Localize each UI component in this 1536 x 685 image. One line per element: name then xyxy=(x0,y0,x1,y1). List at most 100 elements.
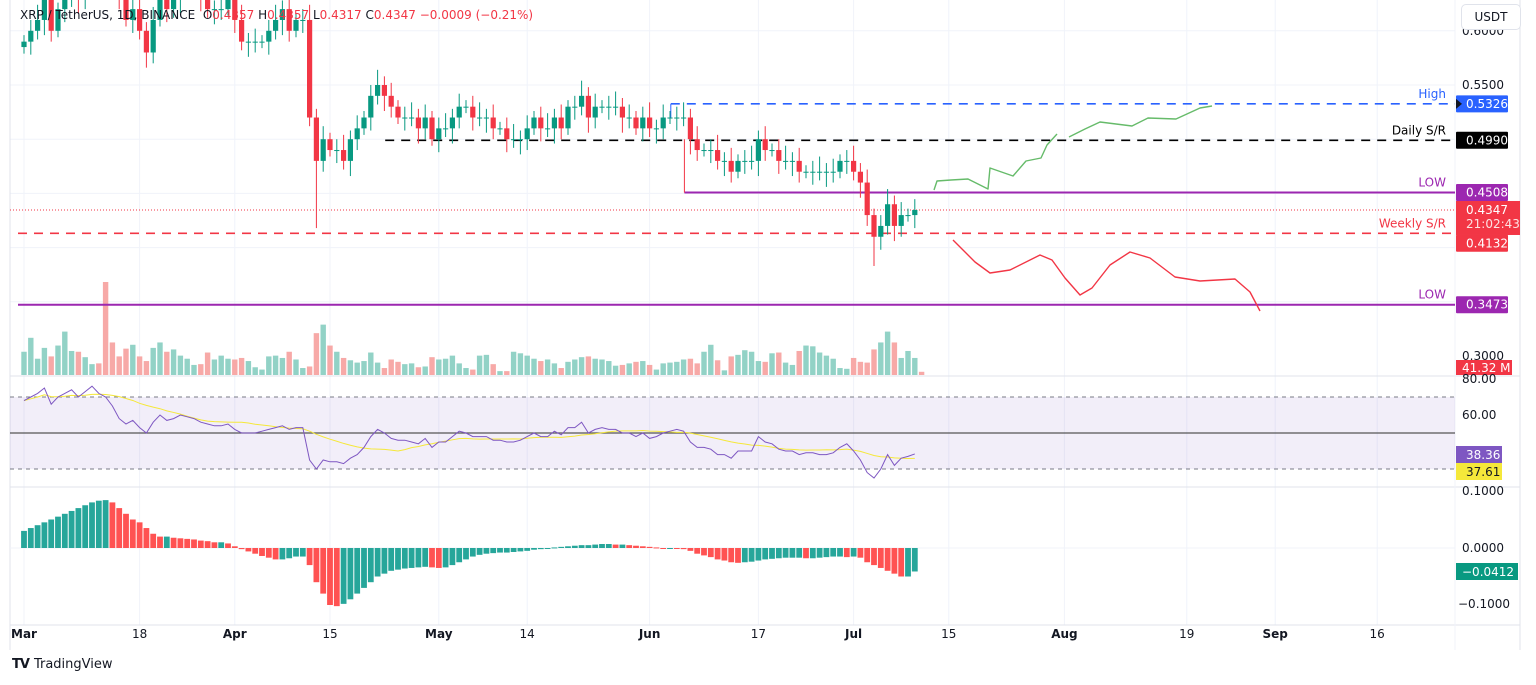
bearish-projection-path[interactable] xyxy=(952,239,1261,312)
macd-histogram-bar xyxy=(537,548,544,550)
macd-histogram-bar xyxy=(898,548,905,577)
tradingview-logo[interactable]: TV TradingView xyxy=(12,657,113,672)
macd-histogram-bar xyxy=(354,548,361,594)
volume-bar xyxy=(102,282,109,375)
candle-body xyxy=(273,19,279,31)
macd-histogram-bar xyxy=(367,548,374,583)
candle-body xyxy=(626,117,632,119)
volume-bar xyxy=(245,361,252,375)
bullish-projection-path[interactable] xyxy=(933,133,1058,191)
candle-body xyxy=(225,0,231,10)
candle-body xyxy=(885,204,891,226)
candle-body xyxy=(218,9,224,11)
daily-sr-price-tag: 0.4990 xyxy=(1466,133,1508,147)
volume-bar xyxy=(177,355,184,375)
volume-bar xyxy=(306,366,313,375)
candle-body xyxy=(681,117,687,119)
volume-bar xyxy=(504,371,510,375)
volume-tag-bg xyxy=(1456,360,1512,375)
macd-histogram-bar xyxy=(204,541,211,548)
candle-body xyxy=(789,160,795,162)
candle-body xyxy=(28,30,34,42)
candle-body xyxy=(259,41,265,43)
macd-histogram-bar xyxy=(163,536,170,548)
candle-body xyxy=(470,106,476,118)
macd-histogram-bar xyxy=(55,516,61,548)
macd-histogram-bar xyxy=(714,548,721,560)
candle-body xyxy=(606,106,612,108)
bullish-projection-path[interactable] xyxy=(1068,105,1213,138)
macd-histogram-bar xyxy=(150,533,157,548)
rsi-tick-label: 80.00 xyxy=(1462,372,1496,386)
macd-histogram-bar xyxy=(306,548,313,566)
volume-bar xyxy=(68,350,75,375)
macd-histogram-bar xyxy=(796,548,803,558)
candle-body xyxy=(157,0,163,20)
volume-bar xyxy=(89,364,95,375)
volume-bar xyxy=(585,356,592,375)
time-axis-label: 18 xyxy=(132,627,147,641)
candle-body xyxy=(443,128,449,130)
macd-histogram-bar xyxy=(884,548,891,571)
candle-body xyxy=(320,139,326,161)
macd-histogram-bar xyxy=(286,548,293,559)
candle-body xyxy=(307,19,313,118)
currency-button[interactable]: USDT xyxy=(1461,4,1521,30)
macd-histogram-bar xyxy=(877,548,884,568)
macd-histogram-bar xyxy=(279,548,286,560)
macd-histogram-bar xyxy=(735,548,741,563)
time-axis-label: Mar xyxy=(11,627,37,641)
candle-body xyxy=(721,160,727,162)
macd-histogram-bar xyxy=(707,548,714,558)
macd-histogram-bar xyxy=(197,540,204,548)
candle-body xyxy=(579,95,585,107)
candle-body xyxy=(817,171,823,173)
volume-bar xyxy=(266,356,272,375)
volume-bar xyxy=(136,356,143,375)
volume-bar xyxy=(667,362,673,375)
volume-bar xyxy=(55,345,61,375)
macd-histogram-bar xyxy=(299,548,306,557)
macd-histogram-bar xyxy=(592,544,599,548)
macd-histogram-bar xyxy=(333,548,340,607)
volume-bar xyxy=(810,346,816,375)
candle-body xyxy=(715,150,721,161)
candle-body xyxy=(837,160,843,172)
volume-bar xyxy=(531,358,537,375)
daily-sr-price-tag-bg xyxy=(1456,131,1508,149)
macd-histogram-bar xyxy=(789,548,796,558)
macd-value-label: −0.0412 xyxy=(1462,565,1514,579)
candle-body xyxy=(48,0,54,31)
candle-body xyxy=(511,139,517,141)
candle-body xyxy=(341,150,347,161)
volume-bar xyxy=(748,351,755,375)
macd-histogram-bar xyxy=(265,548,272,558)
volume-bar xyxy=(640,361,646,375)
macd-histogram-bar xyxy=(27,528,34,548)
volume-bar xyxy=(912,357,918,375)
macd-histogram-bar xyxy=(544,548,551,549)
macd-histogram-bar xyxy=(701,548,707,556)
volume-bar xyxy=(476,355,483,375)
volume-bar xyxy=(75,351,82,375)
volume-bar xyxy=(48,356,54,375)
volume-bar xyxy=(470,369,476,375)
volume-bar xyxy=(191,364,197,375)
candle-body xyxy=(463,106,469,108)
volume-bar xyxy=(592,358,598,375)
volume-bar xyxy=(82,357,88,375)
macd-histogram-bar xyxy=(347,548,354,600)
time-axis-label: 16 xyxy=(1370,627,1385,641)
volume-bar xyxy=(259,369,265,375)
volume-bar xyxy=(198,364,204,375)
volume-bar xyxy=(816,352,823,375)
candle-body xyxy=(687,117,693,140)
volume-bar xyxy=(96,363,102,375)
candle-body xyxy=(266,30,272,42)
macd-histogram-bar xyxy=(259,548,265,556)
candle-body xyxy=(538,117,544,129)
candle-body xyxy=(830,171,836,173)
volume-bar xyxy=(769,353,775,375)
open-value: 0.4357 xyxy=(212,8,255,22)
